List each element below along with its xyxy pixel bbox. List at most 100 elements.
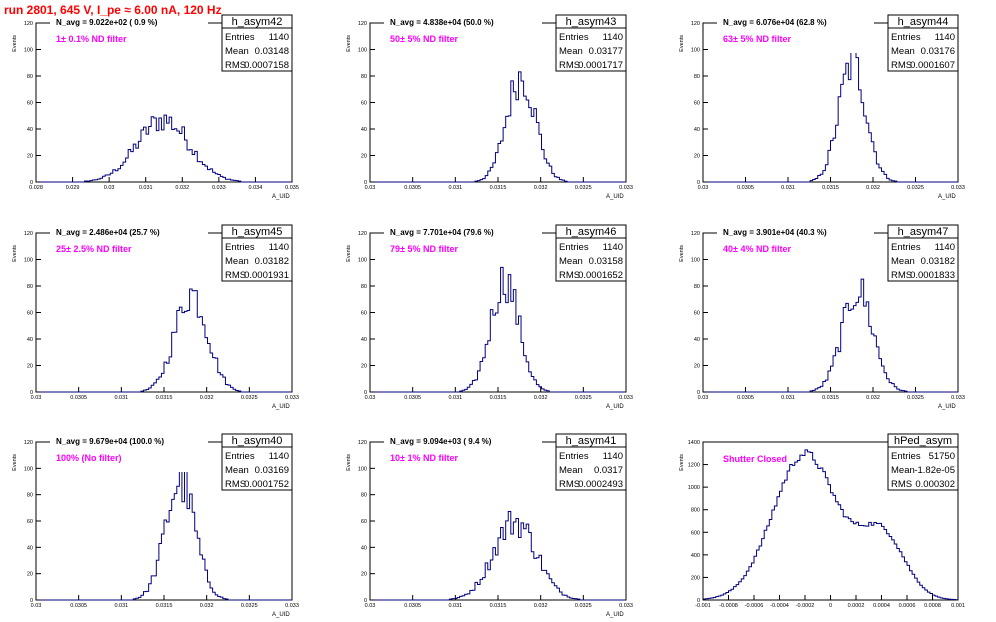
x-tick-label: 0.0325 bbox=[907, 395, 924, 401]
x-tick-label: 0.032 bbox=[534, 185, 548, 191]
stat-value: 1140 bbox=[603, 451, 623, 462]
x-axis-label: A_UID bbox=[272, 612, 290, 618]
x-tick-label: 0.0325 bbox=[241, 395, 258, 401]
x-axis-label: A_UID bbox=[606, 194, 624, 200]
n-avg-label: N_avg = 6.076e+04 (62.8 %) bbox=[723, 18, 827, 27]
stat-label: Entries bbox=[225, 242, 255, 253]
stats-box bbox=[555, 224, 627, 282]
y-tick-label: 40 bbox=[694, 127, 700, 133]
y-tick-label: 40 bbox=[27, 127, 33, 133]
x-tick-label: 0.0315 bbox=[490, 185, 507, 191]
stat-value: 0.0007158 bbox=[244, 60, 289, 71]
stat-label: Mean bbox=[559, 465, 583, 476]
y-tick-label: 20 bbox=[361, 154, 367, 160]
x-tick-label: 0.0315 bbox=[822, 395, 839, 401]
y-tick-label: 60 bbox=[27, 519, 33, 525]
x-tick-label: 0.0315 bbox=[822, 185, 839, 191]
stat-label: Mean bbox=[891, 46, 915, 57]
x-tick-label: 0.0002 bbox=[848, 603, 865, 609]
x-tick-label: 0.031 bbox=[114, 395, 128, 401]
stat-label: RMS bbox=[891, 270, 912, 281]
y-axis-label: Events bbox=[679, 245, 685, 262]
y-tick-label: 20 bbox=[694, 154, 700, 160]
histogram-panel-hPed_asym: -0.001 -0.0008 -0.0006 -0.0004 -0.0002 0 0.000… bbox=[679, 433, 965, 609]
y-tick-label: 0 bbox=[30, 180, 33, 186]
stat-value: 0.03177 bbox=[589, 46, 623, 57]
n-avg-label: N_avg = 2.486e+04 (25.7 %) bbox=[56, 228, 160, 237]
histogram-name: h_asym44 bbox=[898, 16, 949, 28]
stats-box bbox=[221, 14, 293, 72]
x-tick-label: -0.0006 bbox=[745, 603, 764, 609]
y-axis-label: Events bbox=[346, 245, 352, 262]
y-tick-label: 80 bbox=[361, 284, 367, 290]
histogram-panel-h_asym42: 0.028 0.029 0.03 0.031 0.032 0.033 0.034 0.035 0… bbox=[12, 14, 299, 200]
x-tick-label: 0.0315 bbox=[490, 395, 507, 401]
y-tick-label: 0 bbox=[30, 598, 33, 604]
x-tick-label: 0.0305 bbox=[404, 603, 421, 609]
filter-note: 40± 4% ND filter bbox=[723, 244, 791, 254]
histogram-bins bbox=[370, 266, 626, 393]
y-tick-label: 60 bbox=[361, 311, 367, 317]
y-tick-label: 80 bbox=[361, 493, 367, 499]
stat-value: 0.0001717 bbox=[578, 60, 623, 71]
stat-label: RMS bbox=[559, 60, 580, 71]
filter-note: 25± 2.5% ND filter bbox=[56, 244, 132, 254]
y-tick-label: 400 bbox=[691, 553, 700, 559]
histogram-panel-h_asym41: 0.03 0.0305 0.031 0.0315 0.032 0.0325 0.033 0 20… bbox=[346, 433, 633, 618]
stats-box bbox=[221, 224, 293, 282]
x-tick-label: 0.001 bbox=[951, 603, 965, 609]
stats-box bbox=[221, 433, 293, 491]
x-tick-label: 0.0325 bbox=[907, 185, 924, 191]
y-tick-label: 100 bbox=[358, 466, 367, 472]
histogram-bins bbox=[703, 46, 958, 183]
annotation-box bbox=[50, 15, 208, 53]
x-tick-label: 0.033 bbox=[951, 395, 965, 401]
annotation-box bbox=[384, 15, 542, 53]
annotation-box bbox=[717, 225, 874, 263]
x-tick-label: 0.03 bbox=[31, 395, 42, 401]
stat-label: Mean bbox=[559, 46, 583, 57]
stat-label: Entries bbox=[559, 242, 589, 253]
annotation-box bbox=[50, 225, 208, 263]
stat-value: 1140 bbox=[935, 242, 955, 253]
annotation-box bbox=[717, 15, 874, 53]
y-tick-label: 600 bbox=[691, 530, 700, 536]
y-tick-label: 60 bbox=[694, 101, 700, 107]
histogram-panel-h_asym46: 0.03 0.0305 0.031 0.0315 0.032 0.0325 0.033 0 20… bbox=[346, 224, 633, 410]
stats-box bbox=[555, 433, 627, 491]
y-tick-label: 20 bbox=[27, 154, 33, 160]
stat-value: 0.03182 bbox=[921, 256, 955, 267]
x-tick-label: 0.0325 bbox=[575, 185, 592, 191]
x-axis-label: A_UID bbox=[606, 612, 624, 618]
stat-label: Mean bbox=[225, 256, 249, 267]
histogram-name: h_asym42 bbox=[232, 16, 283, 28]
stat-value: 1140 bbox=[935, 32, 955, 43]
x-tick-label: 0.032 bbox=[175, 185, 189, 191]
stat-value: 1140 bbox=[269, 242, 289, 253]
histogram-panel-h_asym44: 0.03 0.0305 0.031 0.0315 0.032 0.0325 0.033 0 20… bbox=[679, 14, 965, 200]
x-tick-label: -0.0008 bbox=[719, 603, 738, 609]
annotation-box bbox=[384, 225, 542, 263]
stat-value: 0.03158 bbox=[589, 256, 623, 267]
x-tick-label: 0.03 bbox=[365, 603, 376, 609]
y-axis-label: Events bbox=[12, 454, 18, 471]
y-tick-label: 80 bbox=[361, 74, 367, 80]
y-tick-label: 20 bbox=[27, 572, 33, 578]
n-avg-label: N_avg = 7.701e+04 (79.6 %) bbox=[390, 228, 494, 237]
stat-value: -1.82e-05 bbox=[914, 465, 955, 476]
x-tick-label: 0.0004 bbox=[873, 603, 890, 609]
y-axis-label: Events bbox=[679, 454, 685, 471]
y-tick-label: 20 bbox=[27, 364, 33, 370]
x-tick-label: 0.0315 bbox=[156, 603, 173, 609]
y-tick-label: 200 bbox=[691, 575, 700, 581]
x-tick-label: 0.033 bbox=[619, 185, 633, 191]
x-tick-label: 0 bbox=[829, 603, 832, 609]
x-tick-label: 0.033 bbox=[619, 603, 633, 609]
x-tick-label: 0.033 bbox=[951, 185, 965, 191]
y-tick-label: 0 bbox=[697, 180, 700, 186]
stat-value: 0.0001833 bbox=[910, 270, 955, 281]
histogram-name: h_asym41 bbox=[566, 435, 617, 447]
n-avg-label: N_avg = 9.022e+02 ( 0.9 %) bbox=[56, 18, 158, 27]
y-tick-label: 120 bbox=[691, 21, 700, 27]
x-tick-label: 0.031 bbox=[448, 395, 462, 401]
